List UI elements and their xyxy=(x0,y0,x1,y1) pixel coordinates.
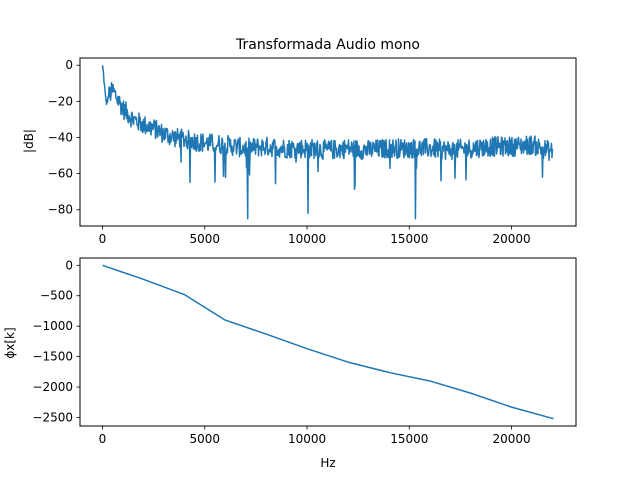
x-tick-label: 20000 xyxy=(492,432,530,446)
y-tick-label: 0 xyxy=(65,258,73,272)
y-tick-label: −1000 xyxy=(32,319,73,333)
y-tick-label: 0 xyxy=(65,58,73,72)
y-tick-label: −80 xyxy=(48,203,73,217)
chart-title: Transformada Audio mono xyxy=(235,37,420,53)
y-tick-label: −40 xyxy=(48,130,73,144)
x-tick-label: 10000 xyxy=(288,432,326,446)
phase-subplot: Hz ϕx[k] 0 5000 10000 15000 20000 0 −500 −1000 −… xyxy=(3,257,577,470)
x-axis-label: Hz xyxy=(320,456,335,470)
x-tick-label: 20000 xyxy=(492,232,530,246)
x-tick-label: 10000 xyxy=(288,232,326,246)
axes-frame xyxy=(79,57,577,227)
y-tick-label: −2000 xyxy=(32,380,73,394)
y-tick-label: −500 xyxy=(40,289,73,303)
x-tick-label: 15000 xyxy=(390,232,428,246)
y-axis-label: ϕx[k] xyxy=(3,327,17,358)
x-tick-label: 0 xyxy=(99,232,107,246)
series-line xyxy=(101,65,554,220)
y-tick-label: −1500 xyxy=(32,350,73,364)
series-line xyxy=(102,264,554,420)
y-tick-label: −2500 xyxy=(32,410,73,424)
y-axis-label: |dB| xyxy=(22,129,36,153)
x-tick-label: 5000 xyxy=(189,432,220,446)
x-tick-label: 0 xyxy=(99,432,107,446)
x-tick-label: 15000 xyxy=(390,432,428,446)
axes-frame xyxy=(79,257,577,427)
y-tick-label: −20 xyxy=(48,94,73,108)
magnitude-subplot: Transformada Audio mono |dB| 0 5000 10000 1… xyxy=(22,37,577,246)
x-tick-label: 5000 xyxy=(189,232,220,246)
y-tick-label: −60 xyxy=(48,167,73,181)
